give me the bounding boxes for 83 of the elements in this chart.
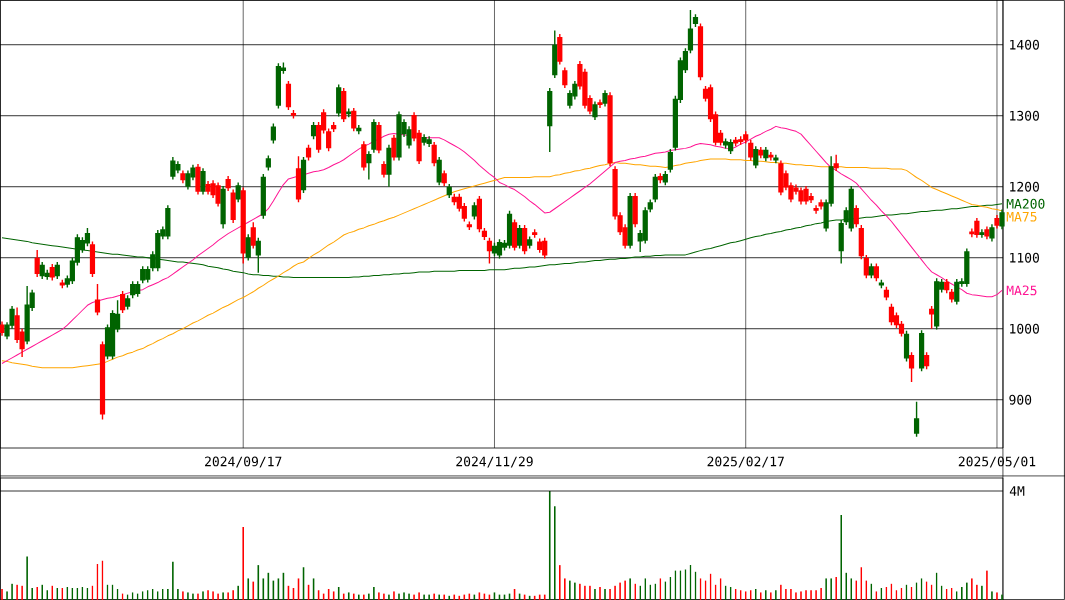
candlestick — [34, 249, 40, 278]
candlestick — [180, 169, 186, 184]
candlestick — [331, 121, 337, 133]
x-tick-label: 2025/02/17 — [707, 456, 784, 468]
candlestick — [949, 288, 955, 304]
candlestick — [908, 351, 915, 383]
series-label: MA200 — [1006, 198, 1045, 209]
candlestick — [376, 121, 382, 155]
candlestick — [773, 154, 779, 164]
candlestick — [305, 144, 312, 162]
candlestick — [386, 144, 392, 188]
candlestick — [984, 225, 990, 240]
candlestick — [763, 146, 769, 162]
candlestick — [220, 185, 226, 230]
candlestick — [733, 136, 739, 147]
ref-line-label: 4M — [1009, 486, 1025, 496]
candlestick — [290, 109, 297, 120]
candlestick — [235, 181, 241, 204]
candlestick — [366, 150, 372, 181]
candlestick — [200, 167, 206, 196]
candlestick — [592, 100, 598, 121]
candlestick — [225, 175, 231, 192]
y-tick-label: 1100 — [1010, 252, 1039, 263]
series-label: MA75 — [1006, 211, 1037, 222]
candlestick — [170, 156, 176, 181]
candlestick — [361, 140, 367, 172]
candlestick — [441, 169, 447, 187]
candlestick — [230, 188, 236, 224]
candlestick — [667, 148, 673, 174]
candlestick — [255, 237, 261, 274]
candlestick — [999, 208, 1005, 231]
y-tick-label: 1400 — [1010, 39, 1039, 50]
candlestick — [496, 238, 503, 260]
candlestick — [125, 294, 131, 311]
candlestick — [657, 172, 663, 184]
y-tick-label: 900 — [1009, 394, 1032, 405]
x-tick-label: 2024/09/17 — [205, 456, 282, 468]
y-tick-label: 1000 — [1010, 323, 1039, 334]
candlestick — [929, 305, 935, 330]
candlestick — [994, 214, 1000, 230]
candlestick — [245, 233, 251, 262]
candlestick — [391, 134, 397, 162]
candlestick — [532, 228, 538, 239]
candlestick — [873, 262, 879, 282]
y-tick-label: 1200 — [1010, 181, 1039, 192]
candlestick — [346, 107, 352, 118]
candlestick — [647, 198, 653, 213]
candlestick — [94, 283, 101, 316]
candlestick — [692, 13, 699, 28]
candlestick — [597, 98, 603, 109]
series-label: MA25 — [1006, 285, 1037, 296]
candlestick — [381, 160, 387, 179]
candlestick — [602, 89, 608, 108]
candlestick — [471, 201, 477, 221]
candlestick — [466, 220, 472, 231]
candlestick — [723, 137, 729, 150]
candlestick — [768, 151, 774, 162]
candlestick — [371, 118, 377, 154]
candlestick — [250, 221, 256, 250]
candlestick — [49, 263, 55, 282]
candlestick — [607, 91, 613, 167]
candlestick — [356, 124, 362, 135]
candlestick — [979, 228, 985, 239]
candlestick — [265, 154, 271, 172]
candlestick — [431, 141, 437, 167]
candlestick — [270, 122, 276, 145]
candlestick — [527, 235, 533, 250]
candlestick — [687, 9, 694, 54]
candlestick — [833, 154, 839, 172]
candlestick — [426, 135, 432, 148]
x-tick-label: 2024/11/29 — [456, 456, 533, 468]
x-tick-label: 2025/05/01 — [958, 456, 1036, 468]
candlestick — [562, 66, 568, 89]
candlestick — [185, 169, 191, 191]
candlestick — [436, 156, 442, 186]
candlestick — [195, 163, 201, 196]
candlestick — [481, 227, 488, 241]
candlestick — [989, 223, 995, 243]
y-tick-label: 1300 — [1010, 110, 1039, 121]
candlestick — [537, 237, 543, 254]
candlestick — [913, 401, 920, 438]
candlestick — [0, 320, 5, 337]
candlestick — [486, 237, 493, 265]
